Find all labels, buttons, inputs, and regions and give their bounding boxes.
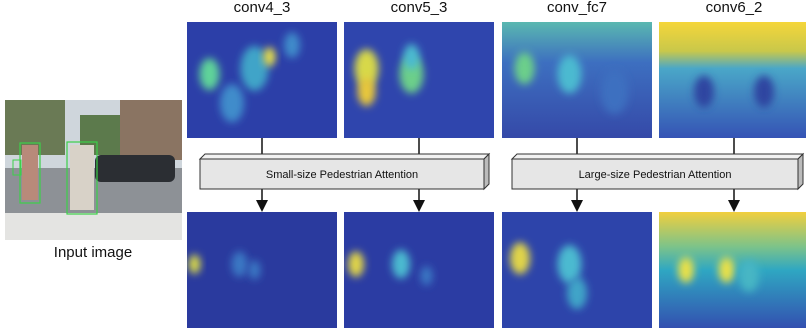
activation (200, 58, 220, 90)
activation (358, 77, 376, 106)
activation (249, 260, 261, 279)
activation (601, 69, 629, 114)
heatmap (344, 212, 494, 328)
map-label: conv5_3 (391, 0, 448, 16)
activation (739, 260, 759, 292)
activation (284, 32, 300, 58)
heatmap-bg (187, 212, 337, 328)
figure: Input image conv4_3 conv5_3 conv_fc7 conv6_… (0, 0, 806, 336)
heatmap-bg (344, 212, 494, 328)
map-label: conv6_2 (706, 0, 763, 16)
map-label: conv_fc7 (547, 0, 607, 16)
heatmap (344, 22, 494, 138)
activation (392, 250, 410, 279)
heatmap (659, 212, 806, 328)
activation (567, 277, 587, 309)
activation (264, 47, 276, 66)
activation (404, 44, 420, 70)
heatmap (502, 22, 652, 138)
activation (232, 251, 248, 277)
activation (558, 55, 582, 93)
activation (510, 242, 530, 274)
activation (694, 76, 714, 108)
activation (220, 84, 244, 122)
activation (754, 76, 774, 108)
input-image (5, 100, 182, 240)
heatmap (187, 22, 337, 138)
heatmap (659, 22, 806, 138)
activation (421, 266, 433, 285)
heatmap-bg (659, 22, 806, 138)
heatmap (502, 212, 652, 328)
attention-label: Small-size Pedestrian Attention (266, 169, 418, 181)
activation (515, 52, 535, 84)
activation (719, 257, 735, 283)
map-label: conv4_3 (234, 0, 291, 16)
activation (189, 255, 201, 274)
attention-label: Large-size Pedestrian Attention (579, 169, 732, 181)
activation (348, 251, 364, 277)
activation (678, 257, 694, 283)
input-label: Input image (54, 244, 132, 261)
heatmap (187, 212, 337, 328)
